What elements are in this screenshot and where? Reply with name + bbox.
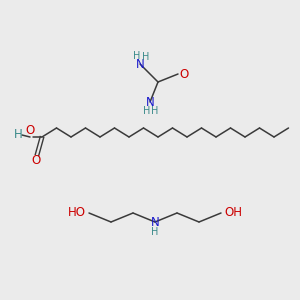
Text: O: O	[32, 154, 40, 167]
Text: N: N	[151, 215, 159, 229]
Text: N: N	[136, 58, 144, 70]
Text: O: O	[26, 124, 34, 137]
Text: OH: OH	[224, 206, 242, 220]
Text: H: H	[14, 128, 22, 140]
Text: H: H	[133, 51, 141, 61]
Text: HO: HO	[68, 206, 86, 220]
Text: H: H	[142, 52, 150, 62]
Text: H: H	[151, 106, 159, 116]
Text: H: H	[143, 106, 151, 116]
Text: N: N	[146, 95, 154, 109]
Text: H: H	[151, 227, 159, 237]
Text: O: O	[179, 68, 189, 80]
